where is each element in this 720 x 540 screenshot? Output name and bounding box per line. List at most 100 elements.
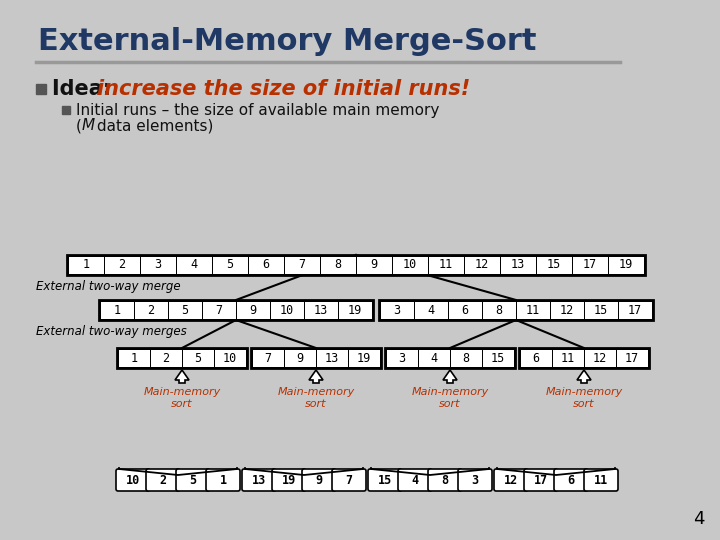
FancyBboxPatch shape	[272, 469, 306, 491]
Text: Main-memory
sort: Main-memory sort	[277, 387, 355, 409]
FancyBboxPatch shape	[134, 301, 168, 319]
FancyBboxPatch shape	[104, 256, 140, 274]
FancyBboxPatch shape	[150, 349, 182, 367]
FancyBboxPatch shape	[206, 469, 240, 491]
FancyBboxPatch shape	[368, 469, 402, 491]
FancyBboxPatch shape	[482, 301, 516, 319]
Text: 3: 3	[472, 474, 479, 487]
FancyBboxPatch shape	[554, 469, 588, 491]
Text: 11: 11	[526, 303, 540, 316]
Text: 2: 2	[163, 352, 170, 365]
Text: 19: 19	[619, 259, 633, 272]
Text: 7: 7	[264, 352, 271, 365]
Text: 9: 9	[297, 352, 304, 365]
Text: Initial runs – the size of available main memory: Initial runs – the size of available mai…	[76, 103, 439, 118]
Text: 5: 5	[194, 352, 202, 365]
FancyBboxPatch shape	[214, 349, 246, 367]
FancyBboxPatch shape	[176, 469, 210, 491]
Text: 15: 15	[547, 259, 561, 272]
FancyBboxPatch shape	[302, 469, 336, 491]
Text: 6: 6	[532, 352, 539, 365]
FancyBboxPatch shape	[168, 301, 202, 319]
Text: 5: 5	[181, 303, 189, 316]
Text: 4: 4	[411, 474, 418, 487]
Text: 6: 6	[262, 259, 269, 272]
FancyBboxPatch shape	[392, 256, 428, 274]
Text: 9: 9	[315, 474, 323, 487]
Polygon shape	[309, 370, 323, 383]
Text: 7: 7	[346, 474, 353, 487]
FancyBboxPatch shape	[398, 469, 432, 491]
Text: Main-memory
sort: Main-memory sort	[143, 387, 220, 409]
FancyBboxPatch shape	[176, 256, 212, 274]
Bar	[36, 84, 46, 94]
FancyBboxPatch shape	[516, 301, 550, 319]
FancyBboxPatch shape	[428, 469, 462, 491]
Text: 12: 12	[504, 474, 518, 487]
Text: 17: 17	[628, 303, 642, 316]
Text: 6: 6	[462, 303, 469, 316]
Text: 13: 13	[252, 474, 266, 487]
Text: 12: 12	[560, 303, 574, 316]
FancyBboxPatch shape	[202, 301, 236, 319]
Text: 5: 5	[189, 474, 197, 487]
FancyBboxPatch shape	[550, 301, 584, 319]
Text: 2: 2	[148, 303, 155, 316]
Text: Idea:: Idea:	[52, 79, 118, 99]
Text: 19: 19	[282, 474, 296, 487]
Text: 7: 7	[215, 303, 222, 316]
FancyBboxPatch shape	[450, 349, 482, 367]
Text: 19: 19	[348, 303, 362, 316]
FancyBboxPatch shape	[584, 349, 616, 367]
FancyBboxPatch shape	[482, 349, 514, 367]
FancyBboxPatch shape	[320, 256, 356, 274]
Text: 12: 12	[475, 259, 489, 272]
Text: (: (	[76, 118, 82, 133]
FancyBboxPatch shape	[252, 349, 284, 367]
Text: External two-way merge: External two-way merge	[36, 280, 181, 293]
Polygon shape	[443, 370, 457, 383]
Text: 17: 17	[534, 474, 548, 487]
FancyBboxPatch shape	[356, 256, 392, 274]
Text: External two-way merges: External two-way merges	[36, 325, 186, 338]
Text: 9: 9	[370, 259, 377, 272]
FancyBboxPatch shape	[572, 256, 608, 274]
Text: 3: 3	[398, 352, 405, 365]
FancyBboxPatch shape	[118, 349, 150, 367]
Text: 4: 4	[428, 303, 435, 316]
Text: M: M	[82, 118, 95, 133]
FancyBboxPatch shape	[316, 349, 348, 367]
Text: 8: 8	[495, 303, 503, 316]
FancyBboxPatch shape	[428, 256, 464, 274]
FancyBboxPatch shape	[304, 301, 338, 319]
Text: Main-memory
sort: Main-memory sort	[411, 387, 489, 409]
FancyBboxPatch shape	[386, 349, 418, 367]
Text: 6: 6	[567, 474, 575, 487]
FancyBboxPatch shape	[332, 469, 366, 491]
Text: 1: 1	[114, 303, 120, 316]
Text: 11: 11	[594, 474, 608, 487]
Text: 9: 9	[249, 303, 256, 316]
Text: 2: 2	[159, 474, 166, 487]
FancyBboxPatch shape	[380, 301, 414, 319]
FancyBboxPatch shape	[584, 301, 618, 319]
FancyBboxPatch shape	[448, 301, 482, 319]
Text: data elements): data elements)	[92, 118, 213, 133]
FancyBboxPatch shape	[242, 469, 276, 491]
Text: 4: 4	[693, 510, 705, 528]
FancyBboxPatch shape	[618, 301, 652, 319]
Bar	[62, 106, 70, 114]
Text: 15: 15	[491, 352, 505, 365]
Text: 3: 3	[393, 303, 400, 316]
FancyBboxPatch shape	[182, 349, 214, 367]
FancyBboxPatch shape	[494, 469, 528, 491]
Text: 10: 10	[403, 259, 417, 272]
Text: 2: 2	[118, 259, 125, 272]
Text: 5: 5	[226, 259, 233, 272]
Text: 11: 11	[561, 352, 575, 365]
Text: 8: 8	[441, 474, 449, 487]
FancyBboxPatch shape	[68, 256, 104, 274]
FancyBboxPatch shape	[212, 256, 248, 274]
Text: 19: 19	[357, 352, 371, 365]
FancyBboxPatch shape	[284, 349, 316, 367]
